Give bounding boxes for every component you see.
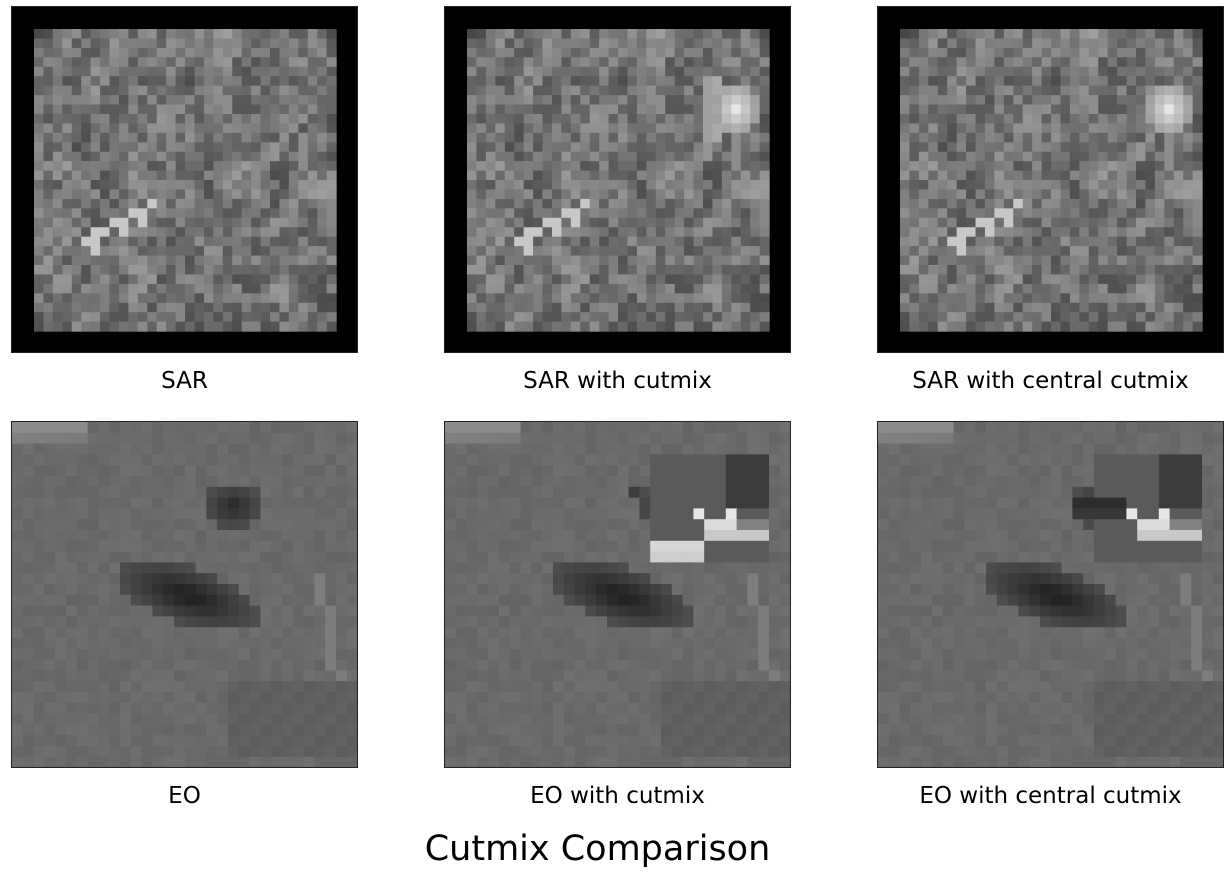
image-canvas [445, 422, 790, 767]
sar-central-cutmix-caption: SAR with central cutmix [912, 368, 1189, 394]
image-canvas [878, 422, 1223, 767]
sar-image [11, 6, 358, 353]
image-canvas [445, 7, 790, 352]
eo-cutmix-caption: EO with cutmix [530, 783, 705, 809]
eo-cutmix-image [444, 421, 791, 768]
eo-central-cutmix-caption: EO with central cutmix [919, 783, 1182, 809]
sar-caption: SAR [161, 368, 208, 394]
sar-cutmix-caption: SAR with cutmix [523, 368, 712, 394]
eo-image [11, 421, 358, 768]
image-canvas [12, 7, 357, 352]
sar-central-cutmix-image [877, 6, 1224, 353]
eo-central-cutmix-image [877, 421, 1224, 768]
eo-caption: EO [168, 783, 201, 809]
sar-cutmix-image [444, 6, 791, 353]
image-canvas [878, 7, 1223, 352]
figure-title: Cutmix Comparison [424, 829, 771, 869]
image-canvas [12, 422, 357, 767]
